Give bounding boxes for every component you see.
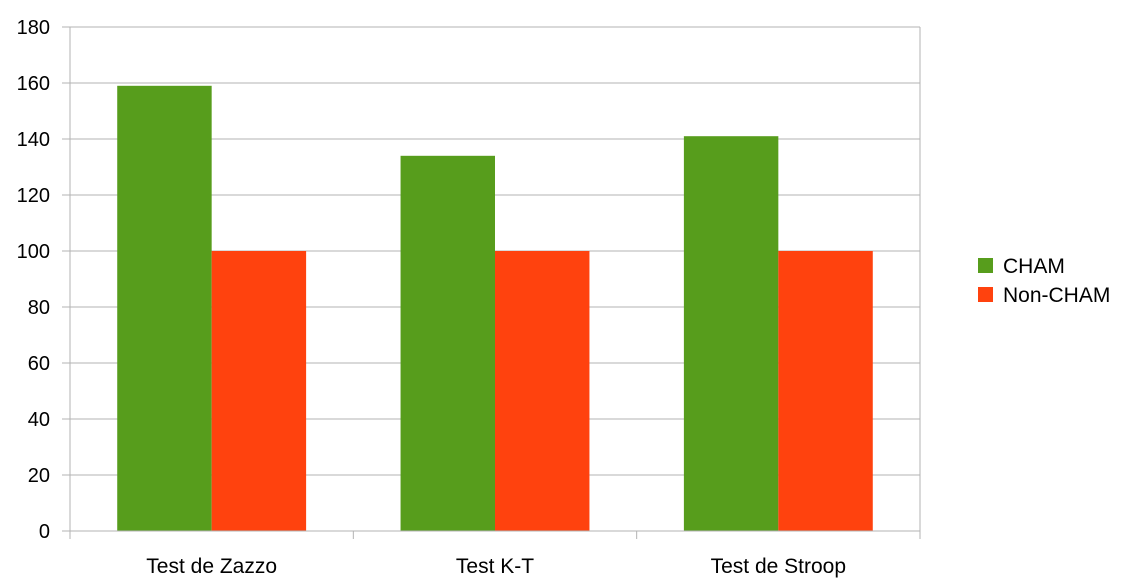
y-tick-label: 0 — [39, 521, 50, 543]
legend: CHAM Non-CHAM — [978, 255, 1110, 307]
bar-non-cham-1 — [211, 251, 307, 531]
bar-cham-2 — [400, 155, 495, 532]
bar-cham-3 — [683, 136, 779, 531]
x-category-label: Test de Stroop — [711, 555, 846, 578]
bar-cham-1 — [117, 85, 212, 532]
y-tick-label: 180 — [17, 17, 50, 39]
y-tick-label: 60 — [28, 353, 50, 375]
y-tick-label: 40 — [28, 409, 50, 431]
y-tick-label: 140 — [17, 129, 50, 151]
legend-label: CHAM — [1003, 255, 1065, 278]
bar-non-cham-2 — [495, 251, 590, 531]
x-category-label: Test de Zazzo — [146, 555, 277, 578]
bars — [117, 85, 873, 532]
y-tick-label: 20 — [28, 465, 50, 487]
x-category-label: Test K-T — [456, 555, 534, 578]
y-tick-label: 100 — [17, 241, 50, 263]
legend-swatch — [978, 287, 993, 302]
x-axis-ticks: Test de Zazzo Test K-T Test de Stroop — [146, 555, 846, 578]
y-tick-label: 80 — [28, 297, 50, 319]
y-tick-label: 120 — [17, 185, 50, 207]
axes — [62, 26, 921, 539]
y-tick-label: 160 — [17, 73, 50, 95]
legend-swatch — [978, 258, 993, 273]
y-axis-ticks: 0 20 40 60 80 100 120 140 160 180 — [17, 17, 50, 543]
bar-non-cham-3 — [778, 251, 873, 531]
legend-label: Non-CHAM — [1003, 284, 1110, 307]
